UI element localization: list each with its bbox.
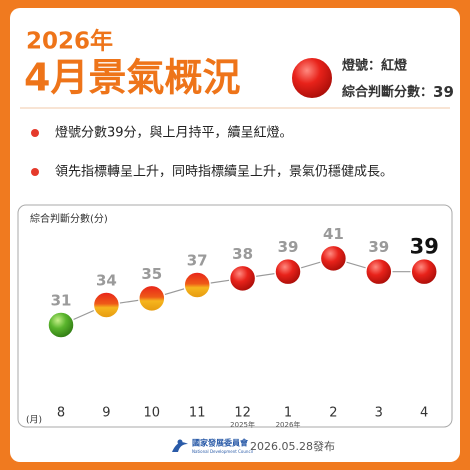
- value-label: 35: [141, 265, 162, 283]
- value-label: 39: [410, 235, 439, 259]
- light-point: [274, 257, 302, 286]
- x-unit: (月): [26, 415, 42, 426]
- bullet: 燈號分數39分，與上月持平，續呈紅燈。: [55, 126, 293, 141]
- x-tick-label: 10: [144, 406, 161, 421]
- light-point: [92, 291, 121, 319]
- score-line: 綜合判斷分數：39: [342, 83, 454, 101]
- signal: 燈號：紅燈: [342, 58, 408, 74]
- x-sublabel: 2026年: [276, 420, 301, 429]
- x-tick-label: 3: [375, 406, 383, 421]
- x-tick-label: 4: [420, 406, 428, 421]
- title: 4月景氣概況: [24, 56, 240, 100]
- org-en: National Development Council: [192, 449, 253, 454]
- date: 2026.05.28發布: [250, 439, 335, 453]
- signal-light: [290, 56, 334, 100]
- value-label: 38: [232, 245, 253, 263]
- x-tick-label: 11: [189, 406, 206, 421]
- value-label: 31: [51, 292, 72, 310]
- light-point: [410, 257, 438, 286]
- light-point: [365, 257, 393, 286]
- value-label: 39: [278, 238, 299, 256]
- year: 2026年: [26, 28, 113, 55]
- light-point: [228, 264, 257, 293]
- light-point: [319, 244, 348, 273]
- x-tick-label: 8: [57, 406, 65, 421]
- x-tick-label: 9: [102, 406, 110, 421]
- x-sublabel: 2025年: [230, 420, 255, 429]
- value-label: 34: [96, 272, 117, 290]
- bullet-dot: [31, 168, 39, 176]
- org: 國家發展委員會: [192, 438, 249, 448]
- value-label: 37: [187, 252, 208, 270]
- x-tick-label: 12: [234, 406, 251, 421]
- score-label: 綜合判斷分數：: [342, 84, 433, 100]
- value-label: 39: [368, 238, 389, 256]
- light-point: [47, 311, 75, 339]
- light-point: [138, 284, 166, 313]
- logo: [172, 439, 188, 452]
- x-tick-label: 2: [329, 406, 337, 421]
- bullet-dot: [31, 129, 39, 137]
- score: 39: [433, 83, 454, 101]
- x-tick-label: 1: [284, 406, 292, 421]
- light-point: [183, 271, 211, 299]
- y-label: 綜合判斷分數(分): [30, 212, 108, 225]
- bullet: 領先指標轉呈上升，同時指標續呈上升，景氣仍穩健成長。: [55, 164, 393, 180]
- card: [10, 8, 460, 462]
- chart-frame: [17, 204, 453, 428]
- value-label: 41: [323, 225, 344, 243]
